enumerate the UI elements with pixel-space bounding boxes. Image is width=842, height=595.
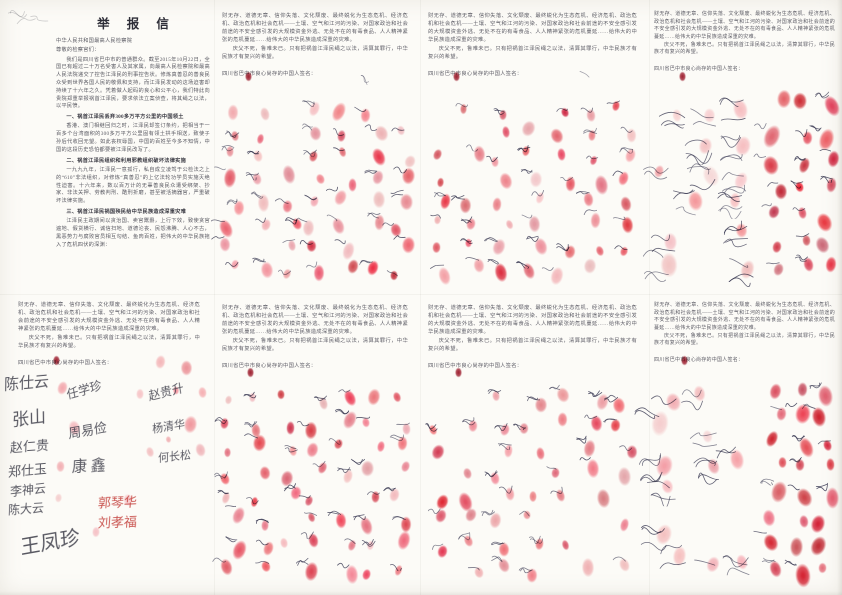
closing-text: 财无存、道德无章、信仰失落、文化颓废、最终蜕化为生态危机、经济危机、政治危机和社…	[222, 12, 408, 78]
closing-paragraph-a: 财无存、道德无章、信仰失落、文化颓废、最终蜕化为生态危机、经济危机、政治危机和社…	[428, 13, 637, 44]
letter-heading-3: 三、祸首江泽民祸国殃民给中华民族造成深重灾难	[66, 208, 187, 215]
letter-paragraph-1: 香港、澳门相继回归之时，江泽民却签订条约，把相当于一百多个台湾面积的300多万平…	[56, 123, 210, 153]
closing-paragraph-b: 庆父不死，鲁难未已。只有把祸首江泽民绳之以法，清算其罪行，中华民族才有复兴的希望…	[222, 45, 408, 60]
closing-paragraph-b: 庆父不死，鲁难未已。只有把祸首江泽民绳之以法，清算其罪行，中华民族才有复兴的希望…	[428, 337, 637, 352]
closing-slot: 财无存、道德无章、信仰失落、文化颓废、最终蜕化为生态危机、经济危机、政治危机和社…	[0, 301, 214, 367]
letter-heading-1: 一、祸首江泽民丢弃300多万平方公里的中国领土	[66, 114, 184, 121]
page-fingerprints-5: 财无存、道德无章、信仰失落、文化颓废、最终蜕化为生态危机、经济危机、政治危机和社…	[420, 294, 649, 595]
closing-slot: 财无存、道德无章、信仰失落、文化颓废、最终蜕化为生态危机、经济危机、政治危机和社…	[649, 11, 842, 74]
page-fingerprints-4: 财无存、道德无章、信仰失落、文化颓废、最终蜕化为生态危机、经济危机、政治危机和社…	[214, 294, 420, 595]
letter-salutation: 尊敬的检察官们：	[56, 47, 100, 54]
signature-call-line: 四川省巴中市良心尚存的中国人签名：	[654, 67, 744, 73]
closing-paragraph-a: 财无存、道德无章、信仰失落、文化颓废、最终蜕化为生态危机、经济危机、政治危机和社…	[222, 305, 408, 336]
scan-edge-shadow	[0, 591, 842, 595]
page-fingerprints-1: 财无存、道德无章、信仰失落、文化颓废、最终蜕化为生态危机、经济危机、政治危机和社…	[214, 0, 420, 294]
letter-title: 举 报 信	[97, 17, 176, 31]
closing-paragraph-b: 庆父不死，鲁难未已。只有把祸首江泽民绳之以法，清算其罪行，中华民族才有复兴的希望…	[654, 333, 835, 347]
scan-seam	[649, 0, 650, 595]
closing-slot: 财无存、道德无章、信仰失落、文化颓废、最终蜕化为生态危机、经济危机、政治危机和社…	[649, 302, 842, 365]
closing-text: 财无存、道德无章、信仰失落、文化颓废、最终蜕化为生态危机、经济危机、政治危机和社…	[222, 304, 408, 370]
closing-paragraph-a: 财无存、道德无章、信仰失落、文化颓废、最终蜕化为生态危机、经济危机、政治危机和社…	[428, 305, 637, 336]
closing-slot: 财无存、道德无章、信仰失落、文化颓废、最终蜕化为生态危机、经济危机、政治危机和社…	[214, 304, 420, 370]
closing-text: 财无存、道德无章、信仰失落、文化颓废、最终蜕化为生态危机、经济危机、政治危机和社…	[18, 301, 200, 367]
closing-text: 财无存、道德无章、信仰失落、文化颓废、最终蜕化为生态危机、经济危机、政治危机和社…	[654, 302, 835, 365]
letter-paragraph-2: 一九九九年，江泽民一意孤行，私自成立凌驾于公检法之上的“610”非法组织，对修炼…	[56, 166, 210, 205]
signature-call-line: 四川省巴中市良心尚存的中国人签名：	[428, 362, 523, 369]
closing-text: 财无存、道德无章、信仰失落、文化颓废、最终蜕化为生态危机、经济危机、政治危机和社…	[654, 11, 835, 74]
closing-slot: 财无存、道德无章、信仰失落、文化颓废、最终蜕化为生态危机、经济危机、政治危机和社…	[420, 304, 649, 370]
closing-paragraph-a: 财无存、道德无章、信仰失落、文化颓废、最终蜕化为生态危机、经济危机、政治危机和社…	[222, 13, 408, 44]
scan-seam	[214, 0, 215, 595]
closing-text: 财无存、道德无章、信仰失落、文化颓废、最终蜕化为生态危机、经济危机、政治危机和社…	[428, 304, 637, 370]
page-fingerprints-3: 财无存、道德无章、信仰失落、文化颓废、最终蜕化为生态危机、经济危机、政治危机和社…	[649, 0, 842, 294]
closing-paragraph-a: 财无存、道德无章、信仰失落、文化颓废、最终蜕化为生态危机、经济危机、政治危机和社…	[654, 12, 835, 41]
scan-edge-shadow	[837, 0, 842, 595]
letter-paragraph-3: 江泽民主政期间以贪治国、卖官鬻爵，上行下效，致使贪官遍地、假货横行、诚信扫地、道…	[56, 218, 210, 248]
letter-heading-2: 二、祸首江泽民组织和利用邪教组织破坏法律实施	[66, 157, 187, 164]
scan-seam	[420, 0, 421, 595]
page-letter: 举 报 信 中华人民共和国最高人民检察院 尊敬的检察官们： 我们是四川省巴中市的…	[0, 0, 214, 294]
closing-paragraph-a: 财无存、道德无章、信仰失落、文化颓废、最终蜕化为生态危机、经济危机、政治危机和社…	[654, 303, 835, 332]
signature-call-line: 四川省巴中市良心尚存的中国人签名：	[428, 70, 523, 77]
letter-body: 举 报 信 中华人民共和国最高人民检察院 尊敬的检察官们： 我们是四川省巴中市的…	[56, 13, 210, 249]
closing-paragraph-a: 财无存、道德无章、信仰失落、文化颓废、最终蜕化为生态危机、经济危机、政治危机和社…	[18, 302, 200, 333]
closing-slot: 财无存、道德无章、信仰失落、文化颓废、最终蜕化为生态危机、经济危机、政治危机和社…	[420, 12, 649, 78]
closing-text: 财无存、道德无章、信仰失落、文化颓废、最终蜕化为生态危机、经济危机、政治危机和社…	[428, 12, 637, 78]
closing-paragraph-b: 庆父不死，鲁难未已。只有把祸首江泽民绳之以法，清算其罪行，中华民族才有复兴的希望…	[222, 337, 408, 352]
page-fingerprints-2: 财无存、道德无章、信仰失落、文化颓废、最终蜕化为生态危机、经济危机、政治危机和社…	[420, 0, 649, 294]
closing-paragraph-b: 庆父不死，鲁难未已。只有把祸首江泽民绳之以法，清算其罪行，中华民族才有复兴的希望…	[18, 334, 200, 349]
closing-paragraph-b: 庆父不死，鲁难未已。只有把祸首江泽民绳之以法，清算其罪行，中华民族才有复兴的希望…	[428, 45, 637, 60]
closing-slot: 财无存、道德无章、信仰失落、文化颓废、最终蜕化为生态危机、经济危机、政治危机和社…	[214, 12, 420, 78]
letter-paragraph-intro: 我们是四川省巴中市的普通群众。截至2015年10月22日，全国已有超过二十万名受…	[56, 56, 210, 110]
page-fingerprints-6: 财无存、道德无章、信仰失落、文化颓废、最终蜕化为生态危机、经济危机、政治危机和社…	[649, 294, 842, 595]
signature-call-line: 四川省巴中市良心尚存的中国人签名：	[18, 359, 113, 366]
scan-seam	[0, 294, 842, 295]
signature-call-line: 四川省巴中市良心尚存的中国人签名：	[222, 362, 317, 369]
letter-recipient: 中华人民共和国最高人民检察院	[56, 38, 133, 44]
closing-paragraph-b: 庆父不死，鲁难未已。只有把祸首江泽民绳之以法，清算其罪行，中华民族才有复兴的希望…	[654, 42, 835, 56]
signature-call-line: 四川省巴中市良心尚存的中国人签名：	[222, 70, 317, 77]
page-signatures: 财无存、道德无章、信仰失落、文化颓废、最终蜕化为生态危机、经济危机、政治危机和社…	[0, 294, 214, 595]
signature-call-line: 四川省巴中市良心尚存的中国人签名：	[654, 358, 744, 364]
